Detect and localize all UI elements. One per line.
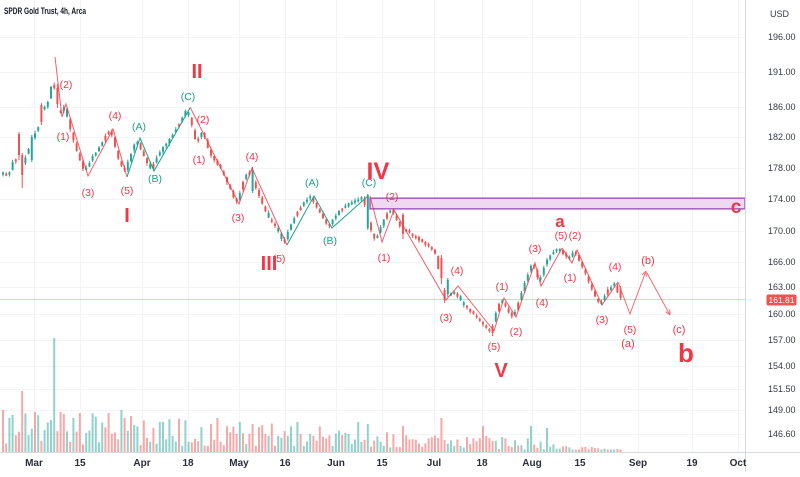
svg-text:(C): (C) [362,177,377,189]
svg-text:151.50: 151.50 [768,384,796,394]
svg-text:V: V [494,360,508,382]
svg-text:157.00: 157.00 [768,335,796,345]
svg-text:146.60: 146.60 [768,429,796,439]
svg-text:(2): (2) [197,114,210,126]
svg-text:IV: IV [367,158,390,185]
svg-text:18: 18 [182,458,194,469]
svg-text:(1): (1) [564,272,577,284]
svg-text:(A): (A) [305,177,319,189]
svg-text:Sep: Sep [629,458,647,469]
svg-text:(4): (4) [536,297,549,309]
svg-text:186.00: 186.00 [768,102,796,112]
svg-text:(4): (4) [451,265,464,277]
svg-text:(5): (5) [488,341,501,353]
svg-text:(2): (2) [60,79,73,91]
svg-text:USD: USD [770,9,790,19]
svg-text:(A): (A) [132,121,146,133]
svg-text:Jun: Jun [327,458,345,469]
svg-text:May: May [229,458,249,469]
svg-text:196.00: 196.00 [768,32,796,42]
svg-text:(5): (5) [121,185,134,197]
svg-text:149.00: 149.00 [768,405,796,415]
svg-text:(5): (5) [624,324,637,336]
svg-text:(2): (2) [569,230,582,242]
svg-text:Jul: Jul [427,458,442,469]
svg-text:163.00: 163.00 [768,282,796,292]
svg-text:(4): (4) [246,151,259,163]
svg-text:Oct: Oct [730,458,747,469]
svg-text:166.00: 166.00 [768,257,796,267]
svg-text:160.00: 160.00 [768,309,796,319]
svg-text:(4): (4) [109,110,122,122]
svg-text:(5): (5) [555,230,568,242]
svg-text:II: II [191,61,202,83]
svg-text:(1): (1) [378,252,391,264]
svg-text:(4): (4) [609,261,622,273]
svg-text:154.00: 154.00 [768,361,796,371]
svg-text:(b): (b) [641,255,654,267]
svg-text:174.00: 174.00 [768,194,796,204]
svg-text:(a): (a) [621,338,634,350]
svg-text:16: 16 [279,458,291,469]
svg-text:15: 15 [74,458,86,469]
svg-text:15: 15 [376,458,388,469]
svg-text:I: I [124,205,130,227]
svg-text:19: 19 [686,458,698,469]
svg-text:(1): (1) [57,131,70,143]
svg-text:b: b [678,338,694,368]
svg-text:SPDR Gold Trust, 4h, Arca: SPDR Gold Trust, 4h, Arca [4,6,86,17]
svg-text:(2): (2) [510,326,523,338]
svg-text:170.00: 170.00 [768,226,796,236]
svg-text:(1): (1) [193,154,206,166]
svg-text:(3): (3) [596,314,609,326]
svg-text:(1): (1) [496,281,509,293]
svg-text:III: III [261,253,278,275]
svg-text:(C): (C) [181,91,196,103]
svg-text:15: 15 [574,458,586,469]
svg-text:(3): (3) [82,187,95,199]
svg-text:(3): (3) [440,312,453,324]
svg-text:a: a [555,212,565,231]
svg-text:161.81: 161.81 [769,295,795,305]
svg-text:(3): (3) [529,243,542,255]
svg-text:(B): (B) [148,173,162,185]
svg-text:(3): (3) [232,212,245,224]
svg-text:178.00: 178.00 [768,163,796,173]
svg-text:(c): (c) [673,324,686,336]
svg-text:191.00: 191.00 [768,67,796,77]
svg-text:182.00: 182.00 [768,132,796,142]
svg-text:Aug: Aug [522,458,541,469]
svg-text:Mar: Mar [25,458,43,469]
svg-text:18: 18 [476,458,488,469]
svg-text:(2): (2) [386,191,399,203]
svg-text:c: c [731,197,742,218]
svg-text:Apr: Apr [133,458,150,469]
svg-text:(B): (B) [323,235,337,247]
svg-text:(5): (5) [273,253,286,265]
